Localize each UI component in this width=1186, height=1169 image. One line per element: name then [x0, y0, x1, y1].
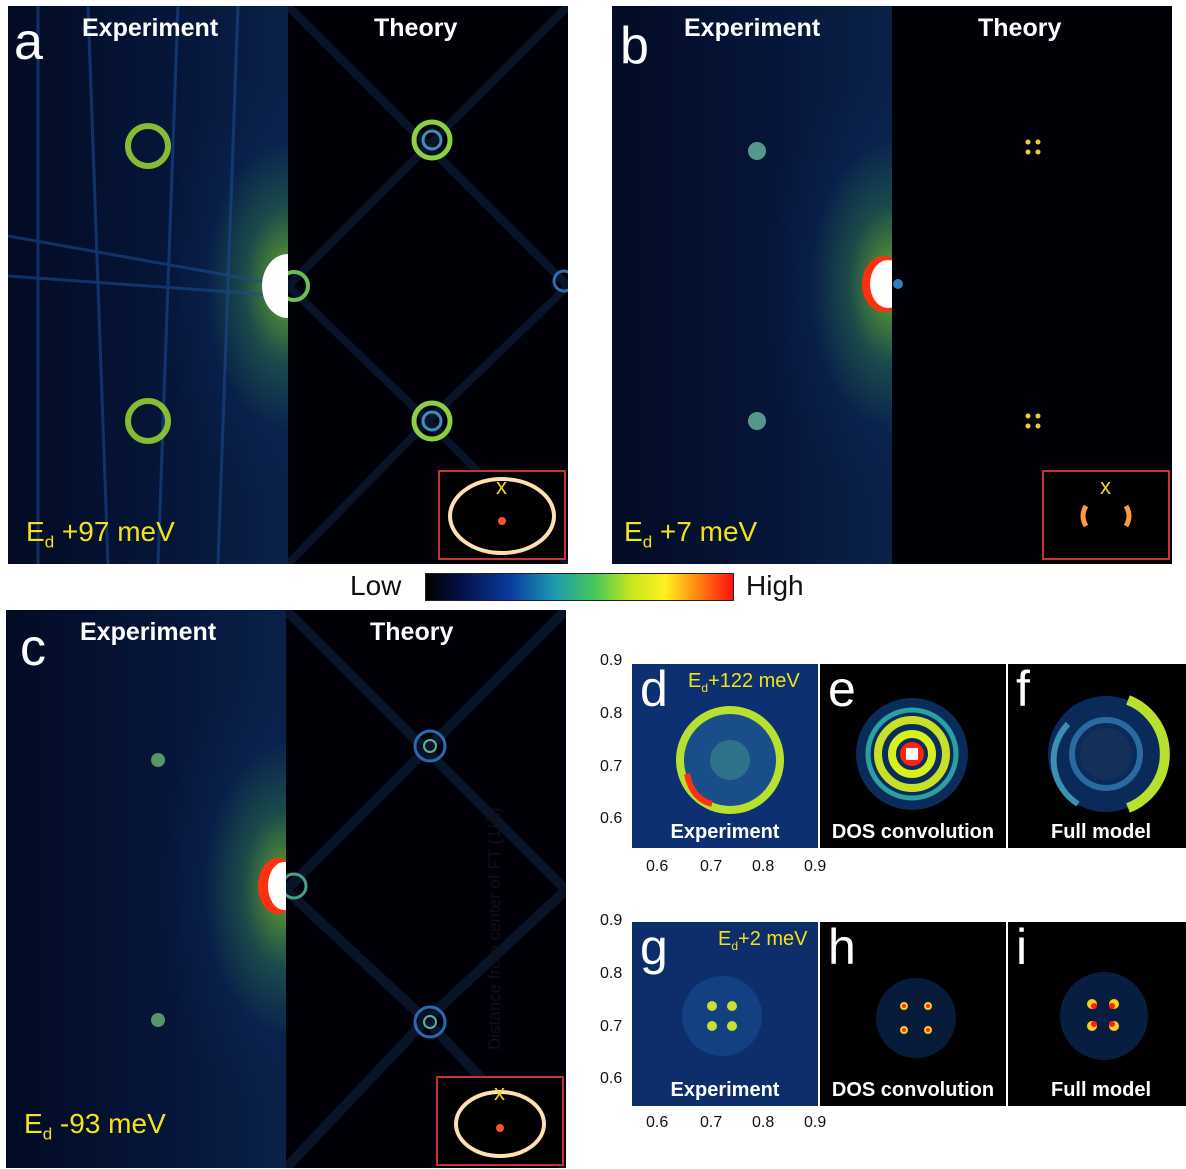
panel-d-letter: d — [640, 664, 668, 717]
bottom-y-tick: 0.8 — [600, 965, 623, 982]
panel-b-energy: Ed +7 meV — [624, 516, 758, 552]
panel-b-inset: x — [1042, 470, 1170, 560]
panel-b-experiment-title: Experiment — [684, 14, 821, 42]
y-axis-label: Distance from center of FT (1/Å) — [485, 807, 504, 1050]
panel-a-inset-mark: x — [496, 474, 507, 499]
panel-f-label: Full model — [1051, 821, 1151, 843]
panel-g-label: Experiment — [670, 1079, 780, 1101]
panel-i: i Full model — [1008, 922, 1186, 1106]
panel-a-energy: Ed +97 meV — [26, 516, 175, 552]
top-y-tick: 0.6 — [600, 810, 623, 827]
panel-a-experiment-title: Experiment — [82, 14, 219, 42]
panel-h-letter: h — [828, 922, 856, 975]
panel-h-label: DOS convolution — [831, 1079, 995, 1101]
panel-b-theory-map: x — [892, 6, 1172, 564]
colorbar — [425, 573, 734, 601]
panel-b-inset-mark: x — [1100, 474, 1111, 499]
top-y-tick: 0.7 — [600, 758, 623, 775]
panel-b-experiment-map — [612, 6, 892, 564]
panel-b: x b Experiment Theory Ed +7 meV — [612, 6, 1172, 564]
colorbar-low-label: Low — [350, 570, 402, 601]
panel-c-energy: Ed -93 meV — [24, 1108, 166, 1144]
panel-c-theory-title: Theory — [370, 618, 454, 646]
panel-c: x c Experiment Theory Ed -93 meV — [6, 610, 566, 1168]
bottom-y-tick: 0.9 — [600, 912, 623, 929]
panel-c-experiment-map — [6, 610, 286, 1168]
panel-d-label: Experiment — [670, 821, 780, 843]
panel-b-letter: b — [620, 17, 649, 75]
panel-c-experiment-title: Experiment — [80, 618, 217, 646]
panel-c-theory-map: x — [286, 610, 566, 1168]
panel-a-letter: a — [14, 13, 43, 71]
bottom-x-tick: 0.8 — [752, 1114, 775, 1131]
panel-b-theory-title: Theory — [978, 14, 1062, 42]
panel-a-inset: x — [438, 470, 566, 560]
bottom-y-tick: 0.6 — [600, 1070, 623, 1087]
colorbar-high-label: High — [746, 570, 804, 601]
bottom-x-tick: 0.6 — [646, 1114, 669, 1131]
top-y-tick: 0.8 — [600, 705, 623, 722]
bottom-x-tick: 0.7 — [700, 1114, 723, 1131]
panel-i-letter: i — [1016, 922, 1028, 975]
panel-a-experiment-map — [8, 6, 288, 564]
panel-e: e DOS convolution — [820, 664, 1006, 848]
panel-a-theory-title: Theory — [374, 14, 458, 42]
panel-d: d Ed+122 meV Experiment — [632, 664, 818, 848]
top-y-tick: 0.9 — [600, 652, 623, 669]
bottom-x-tick: 0.9 — [804, 1114, 827, 1131]
panel-g: g Ed+2 meV Experiment — [632, 922, 818, 1106]
top-x-tick: 0.7 — [700, 858, 723, 875]
top-x-tick: 0.8 — [752, 858, 775, 875]
top-x-tick: 0.9 — [804, 858, 827, 875]
panel-h: h DOS convolution — [820, 922, 1006, 1106]
panel-g-letter: g — [640, 922, 668, 975]
top-x-tick: 0.6 — [646, 858, 669, 875]
panel-a: x a Experiment Theory Ed +97 meV — [8, 6, 568, 564]
panel-d-energy: Ed+122 meV — [688, 670, 800, 695]
panel-e-letter: e — [828, 664, 856, 717]
panel-e-label: DOS convolution — [831, 821, 995, 843]
panel-c-inset: x — [436, 1076, 564, 1166]
panel-f: f Full model — [1008, 664, 1186, 848]
panel-i-label: Full model — [1051, 1079, 1151, 1101]
panel-a-theory-map: x — [288, 6, 568, 564]
bottom-y-tick: 0.7 — [600, 1018, 623, 1035]
panel-g-energy: Ed+2 meV — [718, 928, 808, 953]
panel-c-inset-mark: x — [494, 1080, 505, 1105]
panel-c-letter: c — [20, 619, 46, 677]
panel-f-letter: f — [1016, 664, 1030, 717]
